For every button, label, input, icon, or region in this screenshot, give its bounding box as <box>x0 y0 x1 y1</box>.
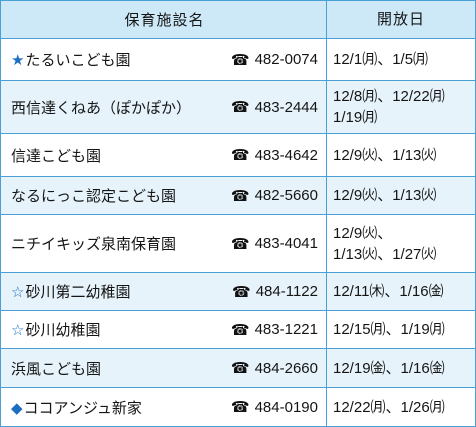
facility-name: ◆ココアンジュ新家 <box>11 397 142 418</box>
phone-number: ☎ 483-4642 <box>230 146 318 165</box>
phone-icon: ☎ <box>230 321 250 339</box>
facility-name: ★たるいこども園 <box>11 49 130 70</box>
phone-icon: ☎ <box>230 99 250 116</box>
table-row: 浜風こども園 ☎ 484-2660 12/19㈮、1/16㈮ <box>1 349 475 388</box>
facility-name-text: たるいこども園 <box>25 52 131 69</box>
facility-name: ☆砂川幼稚園 <box>11 319 100 340</box>
table-row: ニチイキッズ泉南保育園 ☎ 483-4041 12/9㈫、 1/13㈫、1/27㈫ <box>1 215 475 273</box>
open-day-line: 12/8㈪、12/22㈪ <box>333 88 445 105</box>
open-days-cell: 12/8㈪、12/22㈪ 1/19㈪ <box>327 81 475 133</box>
phone-number: ☎ 484-1122 <box>232 283 318 301</box>
facility-name: 信達こども園 <box>11 145 101 166</box>
phone-icon: ☎ <box>232 283 251 301</box>
facility-name-text: なるにっこ認定こども園 <box>11 188 177 205</box>
facility-name-text: 西信達くねあ（ぽかぽか） <box>11 99 192 117</box>
open-days-cell: 12/9㈫、 1/13㈫、1/27㈫ <box>327 215 475 272</box>
facility-cell: ☆砂川幼稚園 ☎ 483-1221 <box>1 311 327 348</box>
open-day-line: 12/22㈪、1/26㈪ <box>333 398 445 416</box>
facility-name: なるにっこ認定こども園 <box>11 185 176 206</box>
open-day-line: 12/19㈮、1/16㈮ <box>333 359 445 377</box>
phone-number: ☎ 482-0074 <box>231 51 318 69</box>
header-open-days-label: 開放日 <box>376 11 425 28</box>
phone-text: 484-1122 <box>255 283 318 300</box>
open-day-line: 12/9㈫、1/13㈫ <box>333 146 437 164</box>
phone-number: ☎ 484-0190 <box>230 398 318 417</box>
table-row: ☆砂川幼稚園 ☎ 483-1221 12/15㈪、1/19㈪ <box>1 311 475 349</box>
phone-text: 482-0074 <box>254 51 318 68</box>
open-day-line: 1/19㈪ <box>333 109 378 126</box>
phone-number: ☎ 483-1221 <box>231 321 318 339</box>
phone-text: 483-1221 <box>254 321 318 338</box>
facility-name: ☆砂川第二幼稚園 <box>11 281 130 302</box>
facility-name-text: 砂川幼稚園 <box>25 322 101 339</box>
open-days-cell: 12/1㈪、1/5㈪ <box>327 39 475 80</box>
facility-cell: なるにっこ認定こども園 ☎ 482-5660 <box>1 177 327 214</box>
phone-text: 483-4041 <box>254 235 318 252</box>
open-day-line: 12/15㈪、1/19㈪ <box>333 321 445 338</box>
header-facility-label: 保育施設名 <box>124 12 205 29</box>
open-days-cell: 12/22㈪、1/26㈪ <box>327 388 475 426</box>
phone-text: 483-4642 <box>254 146 318 164</box>
open-days-cell: 12/11㈭、1/16㈮ <box>327 273 475 310</box>
facility-name-text: ココアンジュ新家 <box>23 399 142 417</box>
facility-cell: ニチイキッズ泉南保育園 ☎ 483-4041 <box>1 215 327 272</box>
phone-icon: ☎ <box>230 147 250 164</box>
table-row: 信達こども園 ☎ 483-4642 12/9㈫、1/13㈫ <box>1 134 475 177</box>
open-day-line: 12/11㈭、1/16㈮ <box>333 283 444 300</box>
phone-number: ☎ 484-2660 <box>230 359 318 378</box>
phone-number: ☎ 482-5660 <box>231 187 318 205</box>
open-day-line: 12/9㈫、 <box>333 224 393 242</box>
phone-icon: ☎ <box>230 51 250 69</box>
facility-name: 西信達くねあ（ぽかぽか） <box>11 97 191 118</box>
open-day-line: 12/1㈪、1/5㈪ <box>333 51 429 68</box>
table-row: ☆砂川第二幼稚園 ☎ 484-1122 12/11㈭、1/16㈮ <box>1 273 475 311</box>
phone-text: 484-0190 <box>254 398 318 416</box>
header-facility-cell: 保育施設名 <box>1 1 327 38</box>
open-days-cell: 12/9㈫、1/13㈫ <box>327 134 475 176</box>
table-header: 保育施設名 開放日 <box>1 1 475 39</box>
facility-cell: 信達こども園 ☎ 483-4642 <box>1 134 327 176</box>
facility-cell: ◆ココアンジュ新家 ☎ 484-0190 <box>1 388 327 426</box>
outline-star-marker: ☆ <box>11 322 25 339</box>
table-row: ★たるいこども園 ☎ 482-0074 12/1㈪、1/5㈪ <box>1 39 475 81</box>
facility-name: ニチイキッズ泉南保育園 <box>11 233 176 254</box>
table-row: なるにっこ認定こども園 ☎ 482-5660 12/9㈫、1/13㈫ <box>1 177 475 215</box>
open-day-line: 1/13㈫、1/27㈫ <box>333 245 437 263</box>
diamond-marker: ◆ <box>11 399 23 417</box>
phone-text: 484-2660 <box>254 359 318 377</box>
facility-name-text: 砂川第二幼稚園 <box>25 284 131 301</box>
header-open-days-cell: 開放日 <box>327 1 475 38</box>
phone-text: 482-5660 <box>254 187 318 204</box>
facility-name-text: 信達こども園 <box>11 147 102 165</box>
facility-cell: 浜風こども園 ☎ 484-2660 <box>1 349 327 387</box>
outline-star-marker: ☆ <box>11 284 25 301</box>
phone-icon: ☎ <box>230 399 250 416</box>
open-days-cell: 12/9㈫、1/13㈫ <box>327 177 475 214</box>
facility-name-text: ニチイキッズ泉南保育園 <box>11 236 177 253</box>
phone-icon: ☎ <box>230 360 250 377</box>
phone-icon: ☎ <box>230 187 250 205</box>
facility-cell: ☆砂川第二幼稚園 ☎ 484-1122 <box>1 273 327 310</box>
facility-name: 浜風こども園 <box>11 358 101 379</box>
phone-number: ☎ 483-4041 <box>231 235 318 253</box>
phone-number: ☎ 483-2444 <box>230 98 318 117</box>
open-days-cell: 12/15㈪、1/19㈪ <box>327 311 475 348</box>
facility-name-text: 浜風こども園 <box>11 360 102 378</box>
open-day-line: 12/9㈫、1/13㈫ <box>333 187 437 204</box>
facility-cell: ★たるいこども園 ☎ 482-0074 <box>1 39 327 80</box>
table-row: 西信達くねあ（ぽかぽか） ☎ 483-2444 12/8㈪、12/22㈪ 1/19… <box>1 81 475 134</box>
filled-star-marker: ★ <box>11 52 25 69</box>
phone-text: 483-2444 <box>254 98 318 116</box>
table-row: ◆ココアンジュ新家 ☎ 484-0190 12/22㈪、1/26㈪ <box>1 388 475 426</box>
open-days-cell: 12/19㈮、1/16㈮ <box>327 349 475 387</box>
phone-icon: ☎ <box>230 235 250 253</box>
facility-cell: 西信達くねあ（ぽかぽか） ☎ 483-2444 <box>1 81 327 133</box>
